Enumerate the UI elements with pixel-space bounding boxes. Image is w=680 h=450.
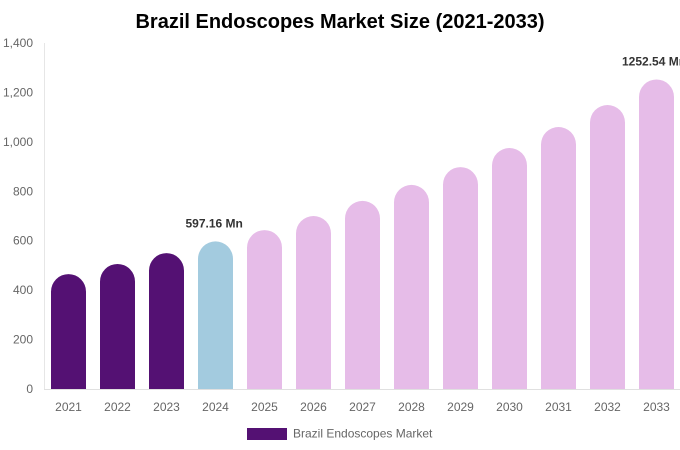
- bar-2027[interactable]: [345, 200, 380, 389]
- x-tick-label: 2021: [55, 400, 82, 414]
- bar-2029[interactable]: [443, 167, 478, 389]
- x-tick-label: 2022: [104, 400, 131, 414]
- bar-2032[interactable]: [590, 105, 625, 389]
- chart-title: Brazil Endoscopes Market Size (2021-2033…: [135, 11, 544, 33]
- bar-2023[interactable]: [149, 253, 184, 389]
- x-tick-label: 2027: [349, 400, 376, 414]
- y-tick-label: 1,000: [3, 135, 33, 149]
- legend-swatch: [247, 428, 287, 440]
- y-tick-label: 600: [13, 234, 33, 248]
- x-tick-label: 2033: [643, 400, 670, 414]
- data-label-2033: 1252.54 Mn: [622, 54, 680, 68]
- bar-2022[interactable]: [100, 263, 135, 389]
- x-tick-label: 2032: [594, 400, 621, 414]
- bar-2024[interactable]: [198, 241, 233, 389]
- y-tick-label: 0: [26, 382, 33, 396]
- x-tick-label: 2031: [545, 400, 572, 414]
- bar-2030[interactable]: [492, 148, 527, 389]
- x-tick-label: 2030: [496, 400, 523, 414]
- y-tick-label: 200: [13, 333, 33, 347]
- bar-2026[interactable]: [296, 216, 331, 389]
- y-tick-label: 1,200: [3, 85, 33, 99]
- x-tick-label: 2025: [251, 400, 278, 414]
- x-tick-label: 2024: [202, 400, 229, 414]
- x-tick-label: 2026: [300, 400, 327, 414]
- x-tick-label: 2028: [398, 400, 425, 414]
- y-tick-label: 400: [13, 283, 33, 297]
- bar-2021[interactable]: [51, 274, 86, 389]
- legend-label[interactable]: Brazil Endoscopes Market: [293, 427, 433, 441]
- x-tick-label: 2023: [153, 400, 180, 414]
- x-tick-label: 2029: [447, 400, 474, 414]
- bar-2033[interactable]: [639, 79, 674, 389]
- y-tick-label: 1,400: [3, 36, 33, 50]
- bar-2028[interactable]: [394, 184, 429, 389]
- data-label-2024: 597.16 Mn: [186, 216, 243, 230]
- y-tick-label: 800: [13, 184, 33, 198]
- bar-2025[interactable]: [247, 230, 282, 389]
- bar-2031[interactable]: [541, 127, 576, 389]
